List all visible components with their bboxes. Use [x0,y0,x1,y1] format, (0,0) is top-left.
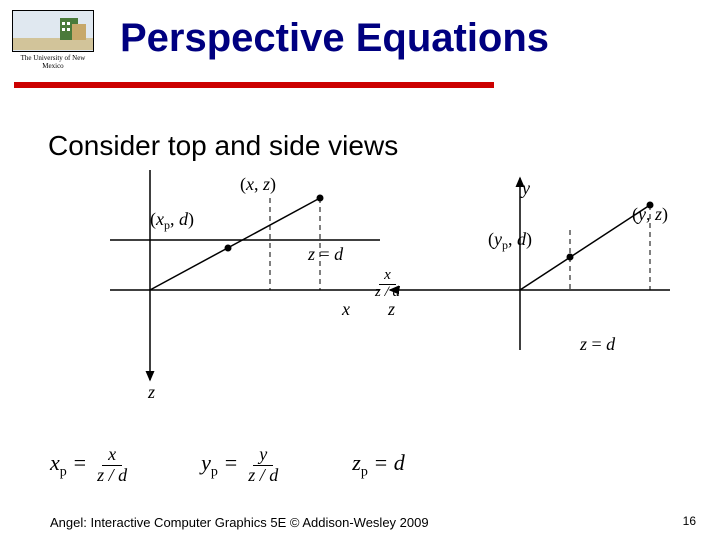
title-rule [14,82,494,88]
right-y-label: y [520,178,530,198]
left-point-near: (xp, d) [150,209,194,232]
eq-zp: zp = d [352,450,404,480]
right-point-near: (yp, d) [488,229,532,252]
right-z-label: z [387,299,395,319]
subtitle: Consider top and side views [48,130,398,162]
diagram: z x (x, z) (xp, d) z = d y [40,170,680,400]
right-point-far: (y, z) [632,204,668,225]
logo-caption: The University of New Mexico [12,54,94,70]
left-point-far: (x, z) [240,174,276,195]
slide-title: Perspective Equations [120,16,549,61]
left-plane-label: z = d [307,244,344,264]
eq-xp: xp = x z / d [50,445,131,486]
right-plane-label: z = d [579,334,616,354]
eq-yp: yp = y z / d [201,445,282,486]
footer-text: Angel: Interactive Computer Graphics 5E … [50,515,429,530]
left-z-label: z [147,382,155,400]
equations-row: xp = x z / d yp = y z / d zp = d [50,440,670,490]
page-number: 16 [683,514,696,528]
mid-fraction: x z / d [372,268,403,301]
left-x-label: x [341,299,350,319]
unm-logo: The University of New Mexico [12,10,94,66]
